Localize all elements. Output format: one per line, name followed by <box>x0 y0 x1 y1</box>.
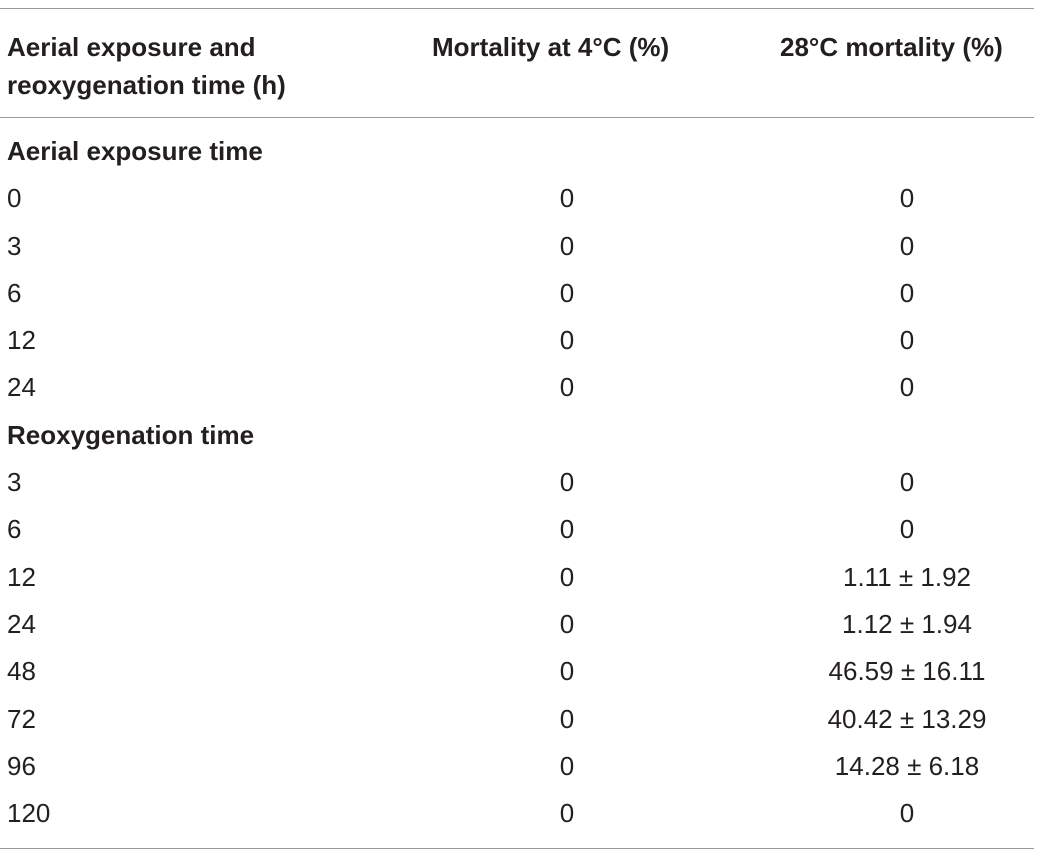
mortality-4c-cell: 0 <box>559 183 575 214</box>
bottom-rule <box>0 848 1034 849</box>
header-mortality-28c: 28°C mortality (%) <box>780 32 1003 62</box>
header-time-line2: reoxygenation time (h) <box>7 70 286 100</box>
header-rule <box>0 117 1034 118</box>
mortality-4c-cell: 0 <box>559 656 575 687</box>
table-row: 12 0 0 <box>0 317 1040 364</box>
section-row: Aerial exposure time <box>0 128 1040 175</box>
time-cell: 24 <box>7 608 36 639</box>
top-rule <box>0 8 1034 9</box>
section-row: Reoxygenation time <box>0 412 1040 459</box>
mortality-28c-cell: 0 <box>899 372 915 403</box>
table-row: 96 0 14.28 ± 6.18 <box>0 743 1040 790</box>
header-time: Aerial exposure and reoxygenation time (… <box>7 28 347 104</box>
mortality-28c-cell: 0 <box>899 467 915 498</box>
mortality-4c-cell: 0 <box>559 467 575 498</box>
table-body: Aerial exposure time 0 0 0 3 0 0 6 0 0 12 0 0 24 0 0 Reo… <box>0 128 1040 837</box>
table-row: 3 0 0 <box>0 223 1040 270</box>
header-mortality-4c: Mortality at 4°C (%) <box>432 32 670 62</box>
table-row: 72 0 40.42 ± 13.29 <box>0 696 1040 743</box>
mortality-28c-cell: 0 <box>899 277 915 308</box>
mortality-28c-cell: 0 <box>899 798 915 829</box>
time-cell: 72 <box>7 703 36 734</box>
time-cell: 3 <box>7 467 22 498</box>
mortality-4c-cell: 0 <box>559 230 575 261</box>
mortality-4c-cell: 0 <box>559 608 575 639</box>
mortality-4c-cell: 0 <box>559 277 575 308</box>
time-cell: 6 <box>7 514 22 545</box>
table-header: Aerial exposure and reoxygenation time (… <box>0 28 1040 108</box>
table-row: 24 0 0 <box>0 364 1040 411</box>
time-cell: 96 <box>7 750 36 781</box>
time-cell: 12 <box>7 325 36 356</box>
table-row: 48 0 46.59 ± 16.11 <box>0 648 1040 695</box>
mortality-28c-cell: 0 <box>899 183 915 214</box>
table-row: 120 0 0 <box>0 790 1040 837</box>
mortality-28c-cell: 46.59 ± 16.11 <box>828 656 986 687</box>
table-row: 12 0 1.11 ± 1.92 <box>0 554 1040 601</box>
table-row: 0 0 0 <box>0 175 1040 222</box>
time-cell: 48 <box>7 656 36 687</box>
table-row: 3 0 0 <box>0 459 1040 506</box>
table-row: 24 0 1.12 ± 1.94 <box>0 601 1040 648</box>
time-cell: 3 <box>7 230 22 261</box>
mortality-4c-cell: 0 <box>559 798 575 829</box>
section-label: Aerial exposure time <box>7 136 263 166</box>
mortality-4c-cell: 0 <box>559 325 575 356</box>
mortality-4c-cell: 0 <box>559 372 575 403</box>
time-cell: 24 <box>7 372 36 403</box>
mortality-28c-cell: 0 <box>899 230 915 261</box>
mortality-4c-cell: 0 <box>559 750 575 781</box>
mortality-28c-cell: 0 <box>899 514 915 545</box>
section-label: Reoxygenation time <box>7 419 255 450</box>
mortality-28c-cell: 14.28 ± 6.18 <box>834 750 980 781</box>
mortality-4c-cell: 0 <box>559 514 575 545</box>
time-cell: 120 <box>7 798 51 829</box>
mortality-28c-cell: 1.11 ± 1.92 <box>843 561 971 592</box>
mortality-28c-cell: 0 <box>899 325 915 356</box>
mortality-28c-cell: 40.42 ± 13.29 <box>827 703 987 734</box>
time-cell: 6 <box>7 277 22 308</box>
time-cell: 12 <box>7 561 36 592</box>
table-row: 6 0 0 <box>0 270 1040 317</box>
time-cell: 0 <box>7 183 22 214</box>
header-time-line1: Aerial exposure and <box>7 32 256 62</box>
mortality-4c-cell: 0 <box>559 561 575 592</box>
mortality-28c-cell: 1.12 ± 1.94 <box>842 608 972 639</box>
table-row: 6 0 0 <box>0 506 1040 553</box>
mortality-4c-cell: 0 <box>559 703 575 734</box>
